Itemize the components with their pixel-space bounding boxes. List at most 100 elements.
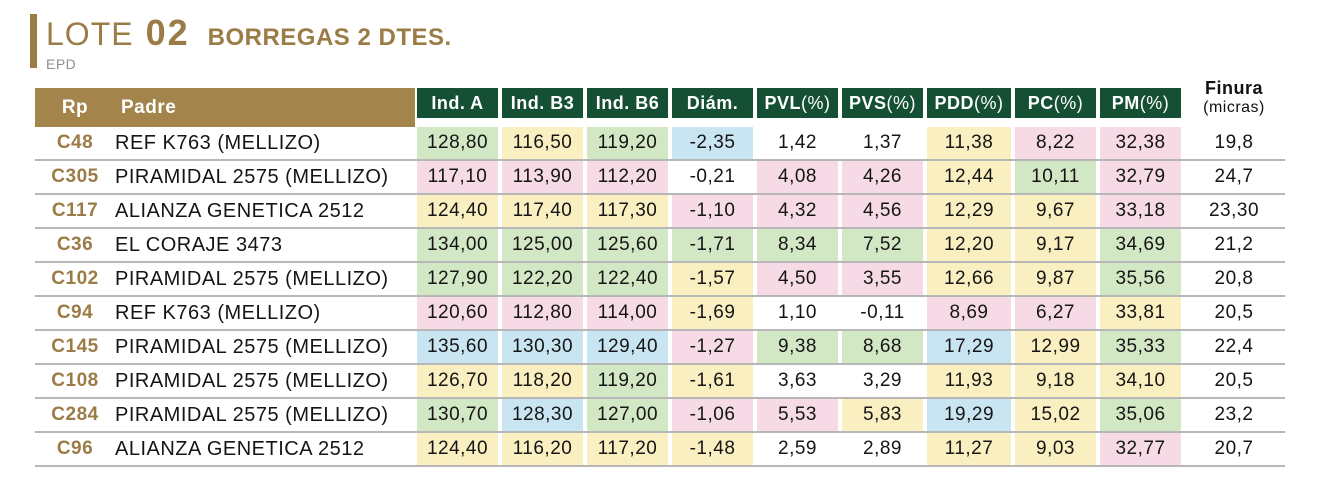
padre-cell: PIRAMIDAL 2575 (MELLIZO)	[115, 267, 389, 290]
value-cell: 5,83	[840, 398, 925, 432]
value-cell: 119,20	[585, 127, 670, 160]
value-cell: 34,10	[1098, 364, 1183, 398]
value-cell: 113,90	[500, 160, 585, 194]
value-cell: 33,18	[1098, 194, 1183, 228]
lote-label: LOTE	[46, 16, 134, 52]
value-cell: 116,50	[500, 127, 585, 160]
rp-cell: C108	[51, 370, 99, 392]
epd-label: EPD	[46, 56, 77, 72]
title-accent-bar	[30, 14, 37, 68]
table-row: C145 PIRAMIDAL 2575 (MELLIZO) 135,60 130,30…	[35, 330, 1285, 365]
header-pvs: PVS (%)	[840, 88, 925, 127]
value-cell: 112,80	[500, 296, 585, 330]
value-cell: -1,57	[670, 262, 755, 296]
value-cell: 19,29	[925, 398, 1013, 432]
table-header-row: Rp Padre Ind. A Ind. B3 Ind. B6 Diám. PV…	[35, 78, 1285, 128]
title-texts: LOTE 02 BORREGAS 2 DTES. EPD	[46, 12, 452, 72]
table-row: C48 REF K763 (MELLIZO) 128,80 116,50 119,20-…	[35, 127, 1285, 161]
value-cell: 127,00	[585, 398, 670, 432]
header-pdd: PDD (%)	[925, 88, 1013, 127]
padre-cell: ALIANZA GENETICA 2512	[115, 199, 365, 222]
value-cell: 8,34	[755, 228, 840, 262]
value-cell: 125,60	[585, 228, 670, 262]
value-cell: -1,27	[670, 330, 755, 364]
value-cell: 117,10	[415, 160, 500, 194]
header-pvl: PVL (%)	[755, 88, 840, 127]
page-title: LOTE 02 BORREGAS 2 DTES.	[46, 12, 452, 54]
header-finura: Finura (micras)	[1183, 78, 1285, 127]
value-cell: 11,93	[925, 364, 1013, 398]
rp-cell: C48	[56, 132, 94, 154]
value-cell: 35,56	[1098, 262, 1183, 296]
header-ind-a: Ind. A	[415, 88, 500, 127]
value-cell: -1,10	[670, 194, 755, 228]
value-cell: 4,26	[840, 160, 925, 194]
padre-cell: PIRAMIDAL 2575 (MELLIZO)	[115, 335, 389, 358]
title-block: LOTE 02 BORREGAS 2 DTES. EPD	[30, 12, 452, 72]
value-cell: 35,33	[1098, 330, 1183, 364]
header-ind-b3: Ind. B3	[500, 88, 585, 127]
value-cell: 114,00	[585, 296, 670, 330]
padre-cell: PIRAMIDAL 2575 (MELLIZO)	[115, 165, 389, 188]
value-cell: 35,06	[1098, 398, 1183, 432]
header-rp-padre: Rp Padre	[35, 88, 415, 128]
value-cell: -0,21	[689, 166, 736, 188]
padre-cell: PIRAMIDAL 2575 (MELLIZO)	[115, 403, 389, 426]
value-cell: 130,30	[500, 330, 585, 364]
value-cell: 17,29	[925, 330, 1013, 364]
value-cell: 8,22	[1013, 127, 1098, 160]
value-cell: 127,90	[415, 262, 500, 296]
value-cell: 9,17	[1013, 228, 1098, 262]
table-row: C94 REF K763 (MELLIZO) 120,60 112,80 114,00-…	[35, 296, 1285, 331]
value-cell: 7,52	[840, 228, 925, 262]
value-cell: 12,66	[925, 262, 1013, 296]
table-row: C305 PIRAMIDAL 2575 (MELLIZO) 117,10 113,90…	[35, 160, 1285, 195]
value-cell: 9,38	[755, 330, 840, 364]
finura-cell: 19,8	[1214, 132, 1254, 154]
lote-number: 02	[145, 12, 190, 53]
value-cell: 120,60	[415, 296, 500, 330]
value-cell: 3,29	[863, 370, 902, 392]
value-cell: -0,11	[860, 302, 905, 324]
value-cell: -1,48	[670, 432, 755, 466]
value-cell: 33,81	[1098, 296, 1183, 330]
value-cell: 15,02	[1013, 398, 1098, 432]
finura-cell: 23,2	[1214, 404, 1254, 426]
header-diam: Diám.	[670, 88, 755, 127]
table-row: C96 ALIANZA GENETICA 2512 124,40 116,20 117,…	[35, 432, 1285, 467]
value-cell: 32,38	[1098, 127, 1183, 160]
value-cell: -1,06	[670, 398, 755, 432]
value-cell: 8,69	[925, 296, 1013, 330]
value-cell: 135,60	[415, 330, 500, 364]
value-cell: -2,35	[670, 127, 755, 160]
value-cell: 1,10	[778, 302, 817, 324]
padre-cell: PIRAMIDAL 2575 (MELLIZO)	[115, 369, 389, 392]
value-cell: 4,08	[755, 160, 840, 194]
padre-cell: ALIANZA GENETICA 2512	[115, 437, 365, 460]
header-pm: PM (%)	[1098, 88, 1183, 127]
value-cell: 122,40	[585, 262, 670, 296]
finura-cell: 20,5	[1214, 302, 1254, 324]
value-cell: 2,59	[778, 438, 817, 460]
rp-cell: C284	[51, 404, 99, 426]
finura-cell: 20,7	[1214, 438, 1254, 460]
lote-subtitle: BORREGAS 2 DTES.	[207, 24, 452, 51]
value-cell: 4,56	[840, 194, 925, 228]
value-cell: 3,55	[840, 262, 925, 296]
table-row: C284 PIRAMIDAL 2575 (MELLIZO) 130,70 128,30…	[35, 398, 1285, 433]
value-cell: 1,42	[778, 132, 817, 154]
table-body: C48 REF K763 (MELLIZO) 128,80 116,50 119,20-…	[35, 127, 1285, 467]
header-rp: Rp	[61, 96, 89, 118]
value-cell: 3,63	[778, 370, 817, 392]
value-cell: 117,30	[585, 194, 670, 228]
padre-cell: EL CORAJE 3473	[115, 233, 283, 256]
value-cell: 9,87	[1013, 262, 1098, 296]
value-cell: 2,89	[863, 438, 902, 460]
value-cell: 10,11	[1013, 160, 1098, 194]
value-cell: 126,70	[415, 364, 500, 398]
value-cell: 12,44	[925, 160, 1013, 194]
rp-cell: C145	[51, 336, 99, 358]
value-cell: 4,50	[755, 262, 840, 296]
value-cell: 134,00	[415, 228, 500, 262]
